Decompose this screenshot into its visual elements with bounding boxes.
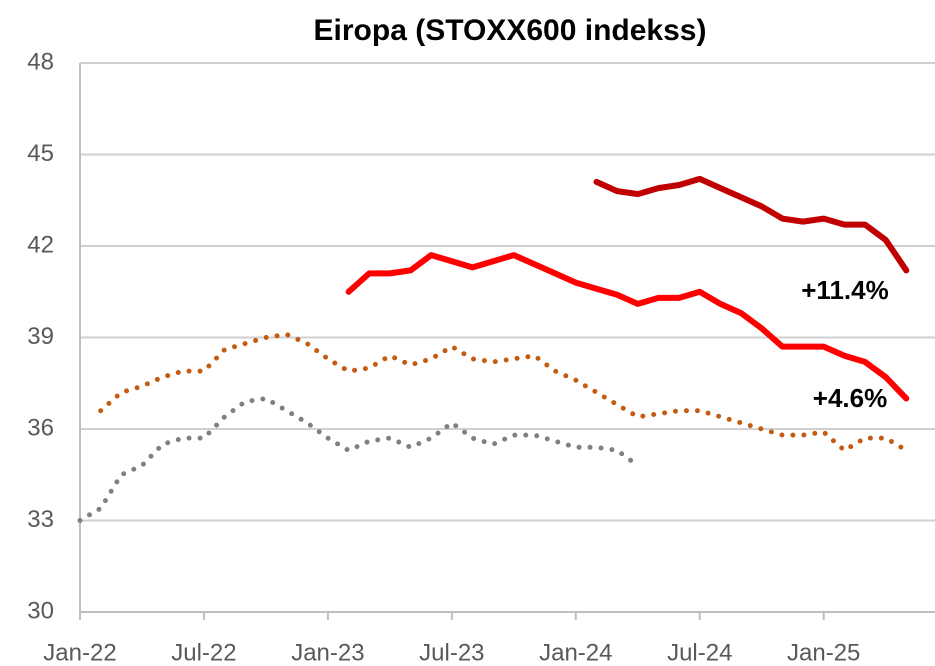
x-tick-label: Jul-24 [667,639,732,666]
x-tick-label: Jan-22 [43,639,116,666]
y-tick-label: 39 [27,323,54,350]
series-line [593,175,910,274]
x-tick-label: Jul-23 [419,639,484,666]
series-line [345,252,910,402]
y-tick-label: 30 [27,597,54,624]
y-tick-label: 45 [27,140,54,167]
y-tick-label: 36 [27,414,54,441]
chart-title: Eiropa (STOXX600 indekss) [314,14,707,47]
annotation: +11.4% [801,275,888,305]
y-tick-label: 48 [27,48,54,75]
annotation: +4.6% [813,383,887,413]
x-tick-label: Jul-22 [171,639,236,666]
x-tick-label: Jan-24 [539,639,612,666]
y-tick-label: 33 [27,506,54,533]
series-line [98,331,909,453]
series-line [77,396,641,523]
x-tick-label: Jan-23 [291,639,364,666]
x-tick-label: Jan-25 [787,639,860,666]
y-tick-label: 42 [27,231,54,258]
